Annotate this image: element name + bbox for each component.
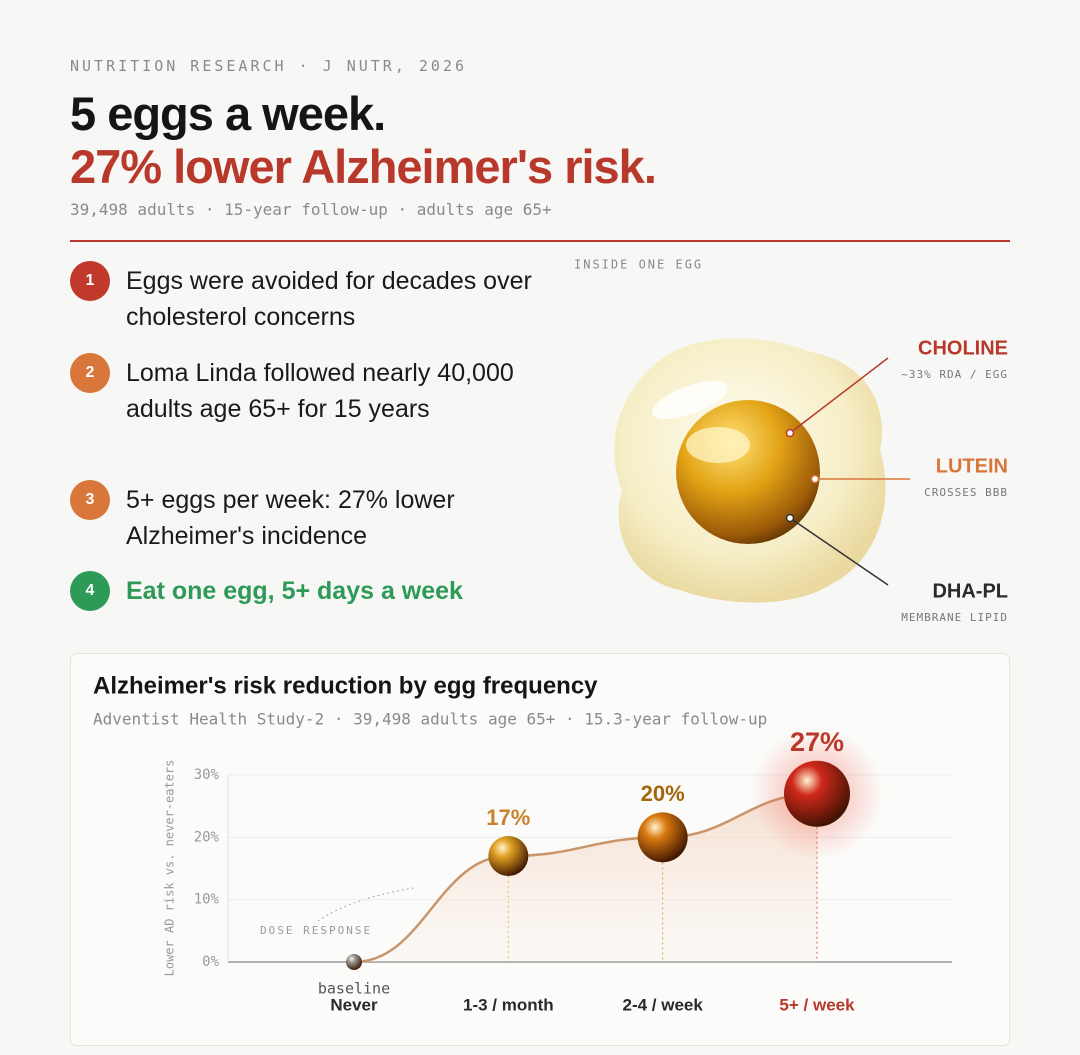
x-tick-label: 5+ / week [779,995,855,1014]
nutrient-note: CROSSES BBB [924,486,1008,499]
x-tick-label: Never [330,995,378,1014]
value-label: 20% [641,781,685,806]
annotation: DOSE RESPONSE [260,924,372,937]
title-highlight: 27% lower Alzheimer's risk. [70,140,657,193]
point-text: Eat one egg, 5+ days a week [126,577,463,605]
data-point [346,954,362,970]
kicker: NUTRITION RESEARCH · J NUTR, 2026 [70,57,468,75]
nutrient-note: ~33% RDA / EGG [901,368,1008,381]
point-number: 4 [70,571,110,611]
egg-highlight [652,381,728,419]
subtitle: 39,498 adults · 15-year follow-up · adul… [70,200,552,219]
nutrient-name: CHOLINE [918,337,1008,359]
point-number: 2 [70,353,110,393]
y-tick-label: 0% [202,954,219,970]
y-axis-label: Lower AD risk vs. never-eaters [163,760,177,977]
callout-dot [785,513,795,523]
nutrient-labels: CHOLINE ~33% RDA / EGG LUTEIN CROSSES BBB DH… [901,337,1008,624]
baseline-label: baseline [318,980,390,998]
y-tick-label: 10% [194,892,220,908]
plot: 0% 10% 20% 30% Never 17% 1-3 / month 20% 2-4 / w… [194,727,952,1014]
nutrient-name: LUTEIN [936,455,1008,477]
callout-line [789,517,889,586]
nutrient-name: DHA-PL [932,580,1008,602]
title: 5 eggs a week. [70,87,386,140]
callout-dot [810,474,820,484]
nutrient-note: MEMBRANE LIPID [901,611,1008,624]
x-tick-label: 1-3 / month [463,995,554,1014]
y-tick-label: 30% [194,767,220,783]
data-point [637,812,688,863]
chart-subtitle: Adventist Health Study-2 · 39,498 adults… [93,710,767,729]
callout-dot [785,428,795,438]
point-number: 1 [70,261,110,301]
chart-title: Alzheimer's risk reduction by egg freque… [93,672,598,699]
value-label: 17% [486,805,530,830]
yolk-highlight [686,427,750,463]
x-tick-label: 2-4 / week [623,995,704,1014]
key-point: 2 Loma Linda followed nearly 40,000 adult… [70,353,540,427]
data-point [488,836,529,877]
callout-line [789,357,889,434]
point-text: 5+ eggs per week: 27% lower Alzheimer's … [126,486,455,550]
area [354,793,817,962]
point-number: 3 [70,480,110,520]
value-label: 27% [790,727,844,757]
yolk [676,400,820,544]
annotation-curve [317,887,415,922]
point-text: Loma Linda followed nearly 40,000 adults… [126,359,514,423]
y-tick-label: 20% [194,829,220,845]
egg-caption: INSIDE ONE EGG [574,258,703,272]
key-point: 3 5+ eggs per week: 27% lower Alzheimer's… [70,480,540,554]
key-point: 1 Eggs were avoided for decades over chol… [70,261,540,335]
key-point: 4 Eat one egg, 5+ days a week [70,571,540,611]
line [353,792,818,964]
divider [70,240,1010,242]
data-point [784,760,850,827]
point-text: Eggs were avoided for decades over chole… [126,267,532,331]
